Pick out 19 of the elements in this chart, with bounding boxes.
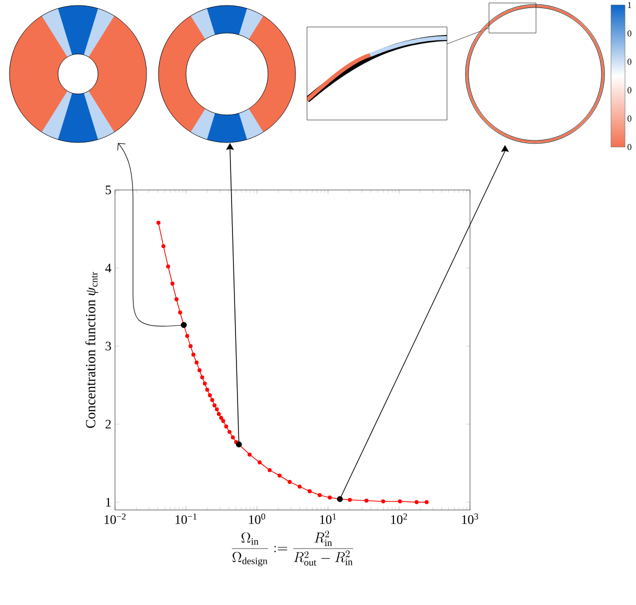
x-axis-title: $\frac{\Omega_{\mathrm{in}}}{\Omega_{\mathrm{design}}} := \frac{R_{\mathrm{in}}^2}{R_{\mathrm{out}}^2 - R_{\mathrm{in}}^2}$ (232, 530, 354, 566)
text: 0 (628, 144, 632, 150)
text: 1 (628, 2, 632, 8)
x-tick-label: 10$^{−1}$ (176, 514, 197, 524)
x-tick-label: 10$^{0}$ (249, 514, 266, 524)
y-tick-label: 2 (106, 420, 111, 428)
y-tick-label: 5 (106, 186, 111, 194)
text: 0 (628, 87, 632, 94)
x-tick-label: 10$^{−2}$ (104, 514, 126, 524)
y-tick-label: 1 (106, 498, 111, 506)
text: 0 (628, 58, 632, 65)
y-tick-label: 3 (106, 342, 111, 350)
y-axis-title: Concentration function ψ$_{cntr}$ (85, 272, 98, 428)
x-tick-label: 10$^{3}$ (462, 514, 478, 524)
y-tick-label: 4 (105, 264, 112, 272)
x-tick-label: 10$^{1}$ (320, 514, 336, 524)
text: 0 (628, 30, 632, 36)
text: 0 (628, 116, 632, 122)
x-tick-label: 10$^{2}$ (391, 514, 407, 524)
